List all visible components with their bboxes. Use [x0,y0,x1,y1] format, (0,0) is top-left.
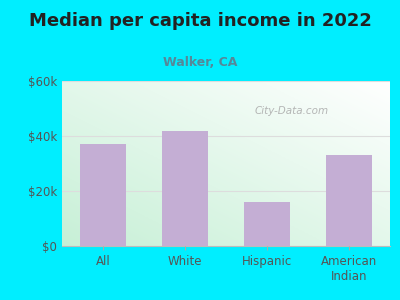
Bar [80,144,126,246]
Bar [162,130,208,246]
Text: Walker, CA: Walker, CA [163,56,237,68]
Text: City-Data.com: City-Data.com [254,106,329,116]
Text: Median per capita income in 2022: Median per capita income in 2022 [28,12,372,30]
Bar [326,155,372,246]
Bar [244,202,290,246]
